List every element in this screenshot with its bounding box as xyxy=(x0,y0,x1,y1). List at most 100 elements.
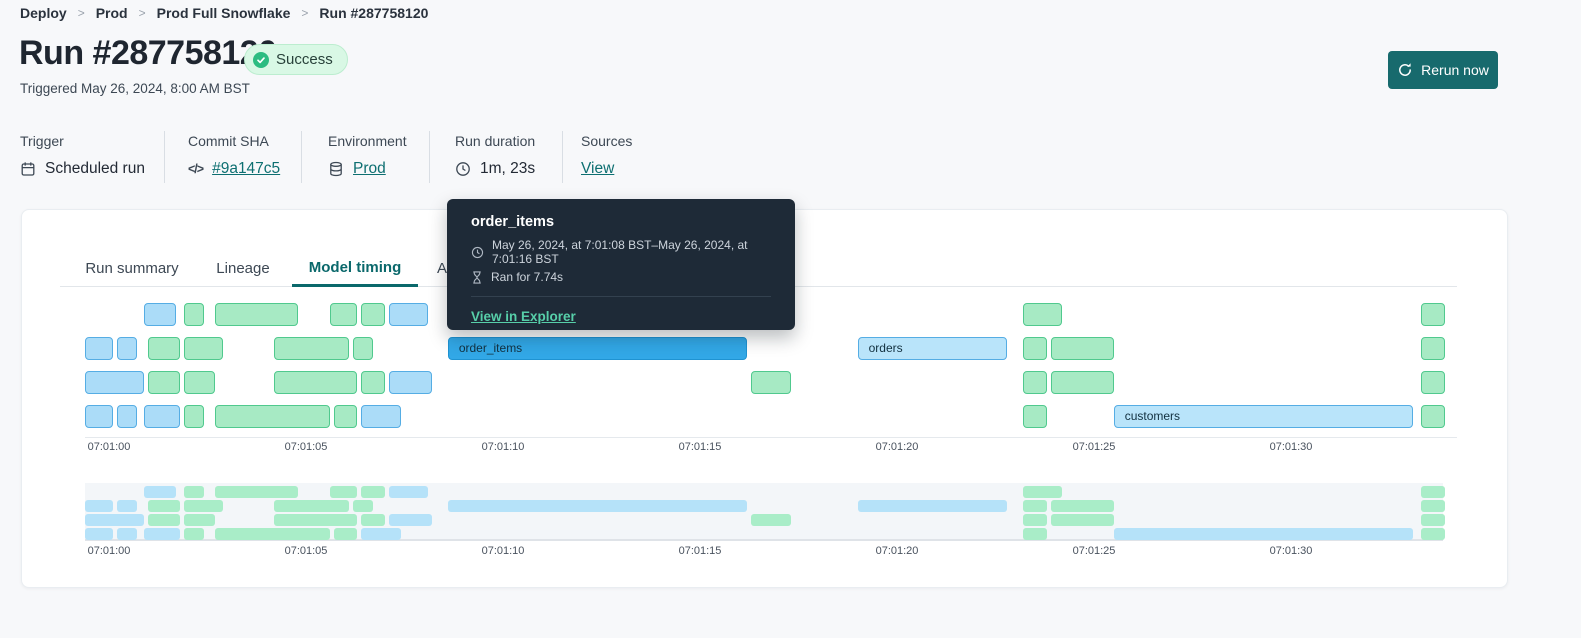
model-bar[interactable] xyxy=(353,337,373,360)
model-bar[interactable] xyxy=(148,337,180,360)
model-bar[interactable] xyxy=(1050,371,1114,394)
model-bar[interactable] xyxy=(1421,337,1445,360)
meta-duration-label: Run duration xyxy=(455,133,536,149)
model-bar[interactable] xyxy=(274,337,350,360)
axis-tick-label: 07:01:25 xyxy=(1072,545,1116,557)
axis-tick-label: 07:01:00 xyxy=(87,441,131,453)
model-bar[interactable] xyxy=(183,371,216,394)
tab-model-timing[interactable]: Model timing xyxy=(292,250,418,287)
model-bar-orders[interactable]: orders xyxy=(857,337,1008,360)
model-bar[interactable] xyxy=(85,337,113,360)
model-bar[interactable] xyxy=(85,405,113,428)
meta-environment: Environment Prod xyxy=(328,133,407,178)
axis-tick-label: 07:01:00 xyxy=(87,545,131,557)
model-bar[interactable] xyxy=(1023,303,1063,326)
breadcrumb-separator-icon: > xyxy=(138,6,146,20)
model-bar-customers[interactable]: customers xyxy=(1113,405,1414,428)
model-bar[interactable] xyxy=(1421,303,1445,326)
time-axis: 07:01:00 07:01:05 07:01:10 07:01:15 07:01:20… xyxy=(0,441,1581,457)
model-bar[interactable] xyxy=(1050,337,1114,360)
model-bar-order_items[interactable]: order_items xyxy=(447,337,748,360)
model-bar[interactable] xyxy=(1023,405,1047,428)
database-icon xyxy=(328,161,344,177)
model-bar[interactable] xyxy=(274,371,358,394)
breadcrumb-job[interactable]: Prod Full Snowflake xyxy=(156,5,291,21)
tooltip-divider xyxy=(471,296,771,297)
model-bar[interactable] xyxy=(751,371,791,394)
meta-duration-value: 1m, 23s xyxy=(480,160,536,177)
environment-link[interactable]: Prod xyxy=(353,160,386,177)
tab-run-summary[interactable]: Run summary xyxy=(85,260,179,277)
rerun-now-label: Rerun now xyxy=(1421,62,1489,78)
clock-icon xyxy=(471,246,484,259)
model-bar[interactable] xyxy=(183,405,204,428)
model-bar[interactable] xyxy=(1023,337,1047,360)
axis-tick-label: 07:01:05 xyxy=(284,441,328,453)
code-icon: </> xyxy=(188,162,204,176)
tab-lineage[interactable]: Lineage xyxy=(216,260,270,277)
model-bar[interactable] xyxy=(361,303,385,326)
model-bar[interactable] xyxy=(361,405,401,428)
axis-tick-label: 07:01:20 xyxy=(875,441,919,453)
meta-sources-label: Sources xyxy=(581,133,633,149)
axis-tick-label: 07:01:30 xyxy=(1269,545,1313,557)
meta-trigger-label: Trigger xyxy=(20,133,64,149)
model-bar[interactable] xyxy=(1023,371,1047,394)
meta-divider xyxy=(562,131,563,183)
model-bar[interactable] xyxy=(388,303,429,326)
model-bar[interactable] xyxy=(148,371,180,394)
meta-trigger: Trigger Scheduled run xyxy=(20,133,145,178)
model-bar[interactable] xyxy=(215,405,330,428)
model-tooltip: order_items May 26, 2024, at 7:01:08 BST… xyxy=(447,199,795,330)
model-bar[interactable] xyxy=(215,303,299,326)
refresh-icon xyxy=(1397,62,1413,78)
meta-run-duration: Run duration 1m, 23s xyxy=(455,133,535,178)
breadcrumb-current-run: Run #287758120 xyxy=(319,5,429,21)
model-bar[interactable] xyxy=(183,303,204,326)
model-bar-label: orders xyxy=(868,341,903,355)
model-bar[interactable] xyxy=(144,303,176,326)
model-bar-label: customers xyxy=(1124,409,1181,423)
tooltip-model-name: order_items xyxy=(471,214,555,230)
meta-divider xyxy=(429,131,430,183)
model-bar[interactable] xyxy=(85,371,145,394)
meta-commit-sha: Commit SHA </> #9a147c5 xyxy=(188,133,280,178)
page-title: Run #287758120 xyxy=(19,34,277,72)
model-bar[interactable] xyxy=(116,337,137,360)
axis-tick-label: 07:01:15 xyxy=(678,441,722,453)
breadcrumb-deploy[interactable]: Deploy xyxy=(20,5,67,21)
sources-view-link[interactable]: View xyxy=(581,160,615,177)
meta-sources: Sources View xyxy=(581,133,632,178)
calendar-icon xyxy=(20,161,36,177)
meta-environment-label: Environment xyxy=(328,133,407,149)
rerun-now-button[interactable]: Rerun now xyxy=(1388,51,1498,89)
model-bar[interactable] xyxy=(333,405,358,428)
meta-divider xyxy=(164,131,165,183)
success-check-icon xyxy=(253,51,269,68)
breadcrumb: Deploy > Prod > Prod Full Snowflake > Ru… xyxy=(20,5,428,21)
axis-tick-label: 07:01:15 xyxy=(678,545,722,557)
model-bar[interactable] xyxy=(183,337,224,360)
model-bar[interactable] xyxy=(144,405,180,428)
meta-divider xyxy=(301,131,302,183)
status-badge-label: Success xyxy=(276,51,333,68)
axis-tick-label: 07:01:25 xyxy=(1072,441,1116,453)
minimap-time-axis: 07:01:00 07:01:05 07:01:10 07:01:15 07:01:20… xyxy=(0,545,1581,561)
model-bar[interactable] xyxy=(329,303,358,326)
axis-tick-label: 07:01:10 xyxy=(481,441,525,453)
model-bar[interactable] xyxy=(361,371,385,394)
breadcrumb-prod[interactable]: Prod xyxy=(95,5,128,21)
model-bar[interactable] xyxy=(1421,371,1445,394)
hourglass-icon xyxy=(471,270,483,284)
model-bar[interactable] xyxy=(116,405,137,428)
axis-tick-label: 07:01:30 xyxy=(1269,441,1313,453)
model-bar-label: order_items xyxy=(458,341,523,355)
axis-line xyxy=(85,437,1457,438)
view-in-explorer-link[interactable]: View in Explorer xyxy=(471,309,576,324)
model-bar[interactable] xyxy=(388,371,433,394)
axis-tick-label: 07:01:20 xyxy=(875,545,919,557)
tooltip-duration: Ran for 7.74s xyxy=(491,270,564,284)
model-bar[interactable] xyxy=(1421,405,1445,428)
clock-icon xyxy=(455,161,471,177)
commit-sha-link[interactable]: #9a147c5 xyxy=(212,160,281,177)
